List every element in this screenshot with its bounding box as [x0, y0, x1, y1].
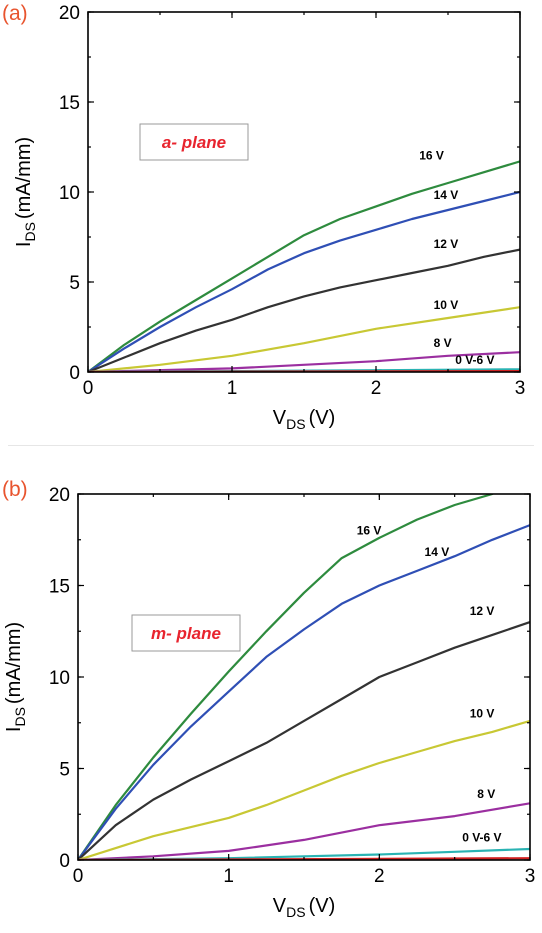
panel-label: (a) — [2, 2, 28, 25]
x-tick-label: 2 — [374, 866, 385, 887]
series-line-12-v — [88, 248, 520, 372]
x-tick-label: 1 — [227, 378, 238, 399]
chart-a: 0 1 2 3 0 5 10 15 20 VDS (V) IDS(mA/mm) a- plane 16 V… — [13, 3, 526, 432]
y-tick-label: 5 — [59, 760, 70, 781]
series-line-8-v — [78, 802, 530, 860]
curve-label: 10 V — [434, 298, 459, 312]
curve-label: 14 V — [434, 188, 459, 202]
y-tick-label: 0 — [69, 363, 80, 384]
chart-panel-b: (b) 0 1 2 3 0 5 10 15 20 VDS (V) IDS(mA/mm) m- plane… — [0, 476, 542, 933]
series-line-12-v — [78, 621, 530, 860]
x-tick-label: 3 — [525, 866, 536, 887]
y-tick-label: 10 — [59, 183, 80, 204]
series-line-10-v — [78, 719, 530, 860]
curve-label: 16 V — [357, 523, 382, 537]
curve-label: 8 V — [434, 336, 452, 350]
series-group — [78, 494, 530, 860]
chart-panel-a: (a) 0 1 2 3 0 5 10 15 20 VDS (V) IDS(mA/mm) a- plane… — [0, 0, 542, 460]
curve-label: 14 V — [425, 545, 450, 559]
y-tick-label: 15 — [49, 577, 70, 598]
plane-annotation: a- plane — [162, 133, 226, 152]
y-tick-label: 5 — [69, 273, 80, 294]
y-tick-label: 20 — [59, 3, 80, 24]
plane-annotation-box — [131, 614, 241, 652]
y-axis-label: IDS(mA/mm) — [3, 622, 28, 732]
series-line-16-v — [88, 160, 520, 372]
panel-divider — [8, 445, 534, 446]
plane-annotation: m- plane — [151, 624, 221, 643]
panel-label: (b) — [2, 478, 28, 501]
curve-label: 12 V — [470, 604, 495, 618]
y-tick-label: 15 — [59, 93, 80, 114]
x-axis-label: VDS (V) — [273, 407, 335, 432]
x-tick-label: 0 — [83, 378, 94, 399]
x-tick-label: 3 — [515, 378, 526, 399]
curve-label: 0 V-6 V — [462, 831, 501, 845]
x-tick-label: 2 — [371, 378, 382, 399]
y-tick-label: 0 — [59, 851, 70, 872]
series-line-14-v — [78, 524, 530, 860]
curve-label: 12 V — [434, 237, 459, 251]
series-line-14-v — [88, 190, 520, 372]
curve-label: 10 V — [470, 706, 495, 720]
x-tick-label: 1 — [223, 866, 234, 887]
curve-label: 16 V — [419, 149, 444, 163]
series-line-8-v — [88, 351, 520, 372]
series-line-10-v — [88, 306, 520, 372]
y-axis-label: IDS(mA/mm) — [13, 137, 38, 247]
chart-b: 0 1 2 3 0 5 10 15 20 VDS (V) IDS(mA/mm) m- plane 16 V… — [3, 485, 536, 920]
curve-label: 0 V-6 V — [455, 353, 494, 367]
y-tick-label: 20 — [49, 485, 70, 506]
plane-annotation-box — [139, 123, 249, 161]
x-axis-label: VDS (V) — [273, 895, 335, 920]
series-line-16-v — [78, 494, 494, 860]
y-tick-label: 10 — [49, 668, 70, 689]
x-tick-label: 0 — [73, 866, 84, 887]
curve-label: 8 V — [477, 787, 495, 801]
